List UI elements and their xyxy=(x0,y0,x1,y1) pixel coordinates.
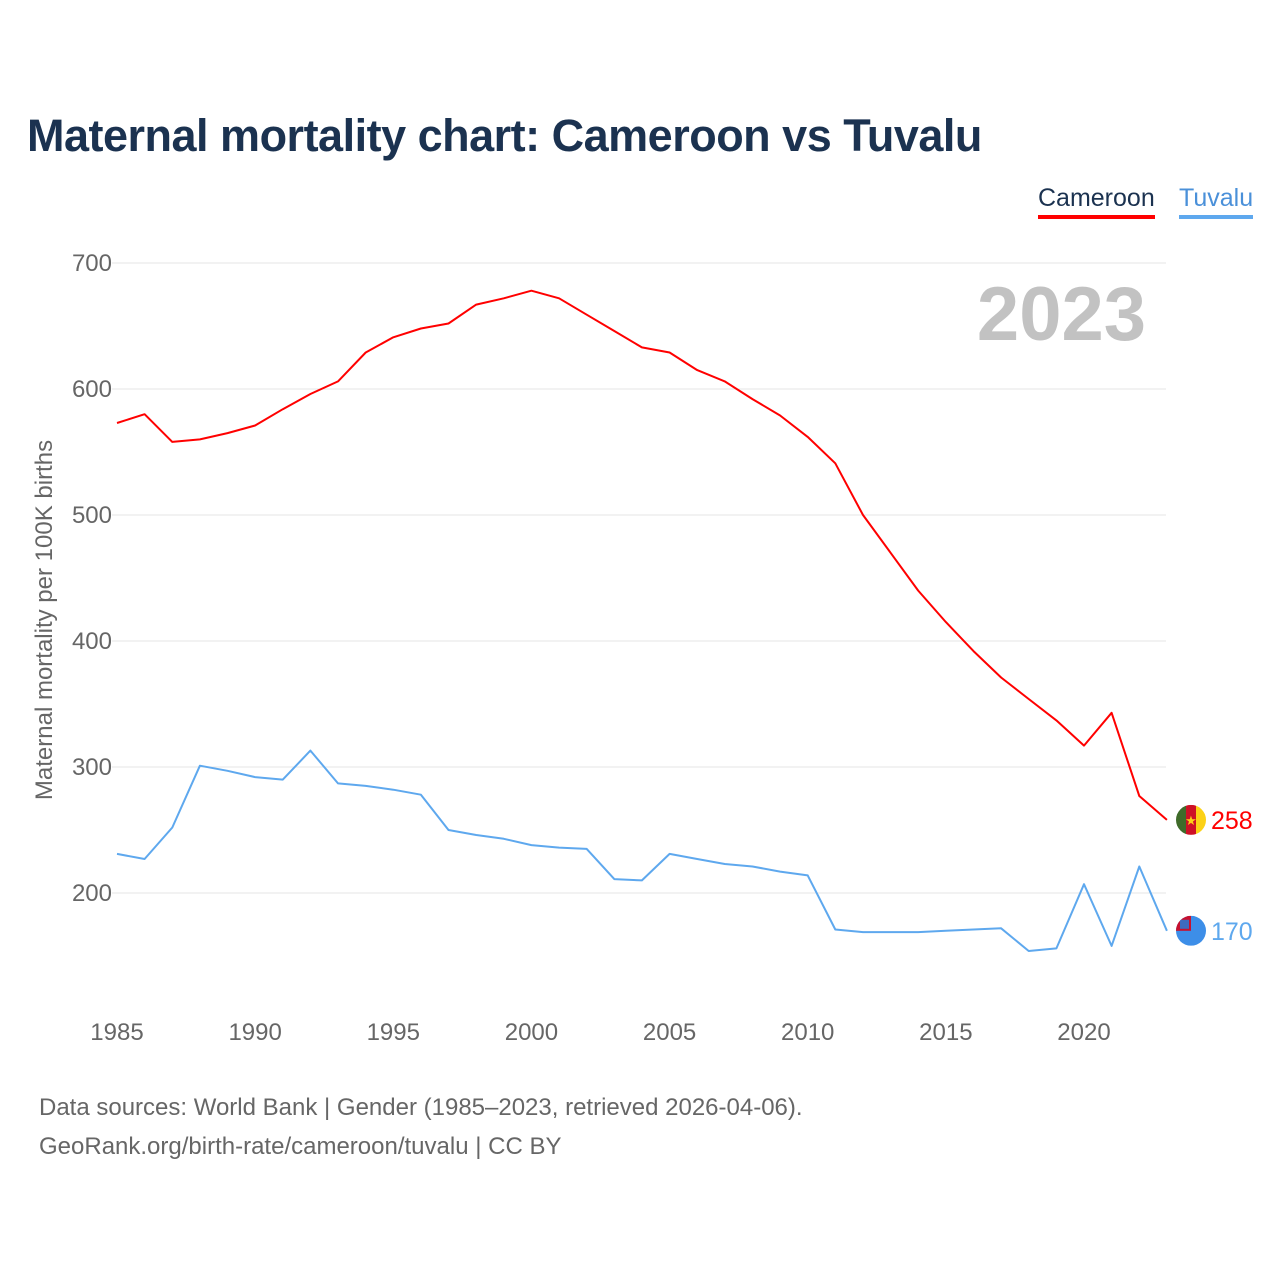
flag-tuvalu-icon xyxy=(1176,915,1206,946)
flag-cameroon-icon: ★ xyxy=(1176,804,1206,835)
end-value-cameroon: 258 xyxy=(1211,807,1253,835)
y-tick-label: 400 xyxy=(72,628,112,655)
y-axis-label: Maternal mortality per 100K births xyxy=(31,440,58,800)
year-watermark: 2023 xyxy=(977,272,1146,357)
end-value-tuvalu: 170 xyxy=(1211,918,1253,946)
y-tick-label: 200 xyxy=(72,880,112,907)
y-tick-label: 300 xyxy=(72,754,112,781)
x-tick-label: 2015 xyxy=(919,1019,972,1046)
legend-cameroon[interactable]: Cameroon xyxy=(1038,184,1155,219)
series-line-tuvalu xyxy=(116,749,1168,952)
x-tick-label: 2000 xyxy=(505,1019,558,1046)
x-tick-label: 1995 xyxy=(367,1019,420,1046)
x-tick-label: 2020 xyxy=(1057,1019,1110,1046)
x-tick-label: 2010 xyxy=(781,1019,834,1046)
source-line-2[interactable]: GeoRank.org/birth-rate/cameroon/tuvalu |… xyxy=(39,1133,562,1160)
x-tick-label: 1985 xyxy=(90,1019,143,1046)
y-tick-label: 500 xyxy=(72,502,112,529)
y-tick-label: 700 xyxy=(72,250,112,277)
series-line-cameroon xyxy=(116,289,1168,821)
chart-title: Maternal mortality chart: Cameroon vs Tu… xyxy=(27,110,982,161)
svg-text:★: ★ xyxy=(1185,813,1197,828)
y-tick-label: 600 xyxy=(72,376,112,403)
x-tick-label: 1990 xyxy=(228,1019,281,1046)
legend-tuvalu[interactable]: Tuvalu xyxy=(1179,184,1254,219)
source-line-1: Data sources: World Bank | Gender (1985–… xyxy=(39,1094,803,1121)
source-note: Data sources: World Bank | Gender (1985–… xyxy=(39,1088,803,1166)
x-tick-label: 2005 xyxy=(643,1019,696,1046)
